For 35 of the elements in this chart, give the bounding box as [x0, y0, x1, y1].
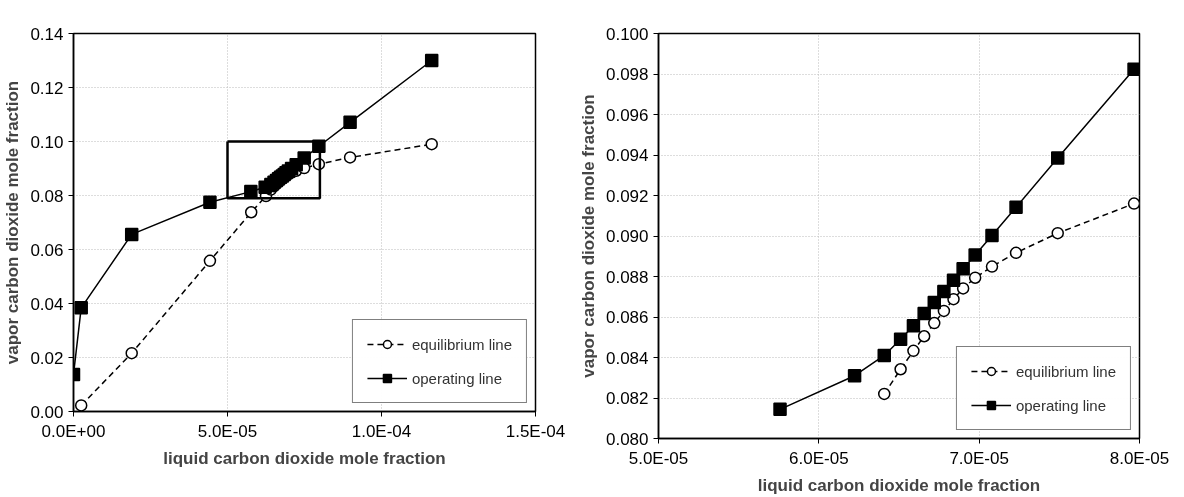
x-tick-label: 7.0E-05 — [949, 448, 1009, 468]
x-tick-label: 5.0E-05 — [197, 421, 258, 441]
y-tick-label: 0.100 — [605, 24, 649, 44]
x-tick-label: 6.0E-05 — [789, 448, 849, 468]
y-tick-label: 0.084 — [605, 348, 649, 368]
y-tick-label: 0.086 — [605, 308, 649, 327]
y-axis-title: vapor carbon dioxide mole fraction — [578, 94, 598, 378]
x-tick-label: 1.0E-04 — [351, 421, 412, 441]
x-tick-label: 8.0E-05 — [1109, 448, 1170, 468]
y-tick-label: 0.096 — [605, 105, 649, 125]
y-tick-label: 0.08 — [30, 186, 64, 206]
legend-label: operating line — [411, 369, 503, 387]
x-tick-label: 0.0E+00 — [41, 421, 106, 441]
y-axis-title: vapor carbon dioxide mole fraction — [3, 80, 23, 365]
legend-label: equilibrium line — [1015, 362, 1116, 380]
x-axis-title: liquid carbon dioxide mole fraction — [163, 448, 446, 468]
y-tick-label: 0.088 — [605, 267, 649, 287]
y-tick-label: 0.10 — [30, 132, 64, 152]
y-tick-label: 0.14 — [30, 24, 64, 44]
y-tick-label: 0.04 — [30, 294, 64, 314]
y-tick-label: 0.092 — [605, 186, 649, 206]
legend-label: operating line — [1015, 396, 1107, 414]
y-tick-label: 0.06 — [30, 240, 64, 260]
y-tick-label: 0.080 — [605, 429, 649, 449]
y-tick-label: 0.090 — [605, 227, 649, 246]
x-tick-label: 5.0E-05 — [628, 448, 689, 468]
x-axis-title: liquid carbon dioxide mole fraction — [757, 475, 1041, 495]
y-tick-label: 0.094 — [605, 146, 649, 165]
y-tick-label: 0.02 — [30, 348, 64, 368]
y-tick-label: 0.00 — [30, 402, 64, 422]
y-tick-label: 0.082 — [605, 389, 649, 408]
y-tick-label: 0.098 — [605, 65, 649, 84]
x-tick-label: 1.5E-04 — [505, 421, 566, 441]
y-tick-label: 0.12 — [30, 78, 64, 98]
legend-label: equilibrium line — [411, 335, 512, 353]
